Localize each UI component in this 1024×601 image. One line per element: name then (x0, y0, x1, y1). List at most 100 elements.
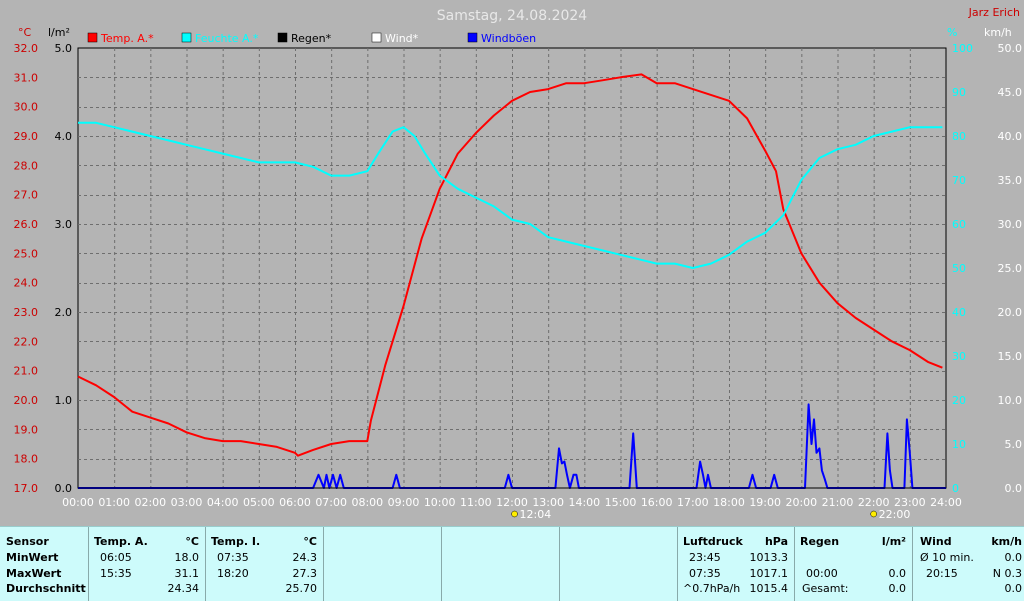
temp-axis-tick-label: 30.0 (14, 101, 39, 114)
humidity-axis-tick-label: 30 (952, 350, 966, 363)
stats-temp-a-min-value: 18.0 (174, 551, 200, 564)
legend-item: Windböen (467, 32, 536, 45)
rain-axis-tick-label: 1.0 (55, 394, 73, 407)
wind-axis-tick-label: 5.0 (1005, 438, 1023, 451)
stats-wind-unit: km/h (991, 535, 1022, 548)
wind-axis-unit: km/h (984, 26, 1012, 39)
legend-label: Wind* (385, 32, 419, 45)
wind-axis-tick-label: 0.0 (1005, 482, 1023, 495)
stats-temp-i-header: Temp. I. (211, 535, 261, 548)
humidity-axis-unit: % (947, 26, 957, 39)
weather-chart: 17.0 18.0 19.0 20.0 21.0 22.0 23.0 24.0 25.0 26.0… (14, 6, 1023, 521)
rain-axis-tick-label: 0.0 (55, 482, 73, 495)
stats-luftdruck-avg-value: 1015.4 (749, 582, 789, 595)
stats-regen-total-value: 0.0 (888, 582, 907, 595)
temp-axis-tick-label: 21.0 (14, 365, 39, 378)
time-axis-tick-label: 03:00 (171, 496, 203, 509)
stats-sensor-header: Sensor (6, 535, 49, 548)
time-axis-tick-label: 10:00 (424, 496, 456, 509)
humidity-axis-tick-label: 60 (952, 218, 966, 231)
legend-swatch (87, 32, 98, 43)
time-axis-tick-label: 07:00 (315, 496, 347, 509)
wind-axis-tick-label: 25.0 (998, 262, 1023, 275)
stats-label-max: MaxWert (6, 567, 62, 580)
time-axis-tick-label: 02:00 (134, 496, 166, 509)
stats-wind-column: Wind km/h Ø 10 min. 0.0 20:15 N 0.3 0.0 (912, 527, 1024, 601)
wind-axis-tick-label: 50.0 (998, 42, 1023, 55)
series-line-feuchtea (78, 121, 943, 269)
time-axis-tick-label: 14:00 (568, 496, 600, 509)
wind-axis-tick-label: 15.0 (998, 350, 1023, 363)
temp-axis-tick-label: 20.0 (14, 394, 39, 407)
stats-temp-a-max-value: 31.1 (174, 567, 200, 580)
stats-luftdruck-min-value: 1013.3 (749, 551, 789, 564)
time-axis-tick-label: 16:00 (641, 496, 673, 509)
stats-regen-header: Regen (800, 535, 840, 548)
wind-axis-tick-label: 30.0 (998, 218, 1023, 231)
temp-axis-unit: °C (18, 26, 32, 39)
stats-wind-header: Wind (920, 535, 952, 548)
time-axis-tick-label: 17:00 (677, 496, 709, 509)
humidity-axis-tick-label: 20 (952, 394, 966, 407)
stats-temp-i-min-value: 24.3 (292, 551, 318, 564)
stats-luftdruck-header: Luftdruck (683, 535, 743, 548)
stats-temp-i-unit: °C (303, 535, 317, 548)
temp-axis-tick-label: 26.0 (14, 218, 39, 231)
time-axis-tick-label: 12:00 (496, 496, 528, 509)
stats-luftdruck-column: Luftdruck hPa 23:45 1013.3 07:35 1017.1 … (677, 527, 795, 601)
temp-axis-tick-label: 25.0 (14, 247, 39, 260)
humidity-axis-tick-label: 40 (952, 306, 966, 319)
legend-swatch (181, 32, 192, 43)
legend-swatch (277, 32, 288, 43)
time-axis-tick-label: 23:00 (894, 496, 926, 509)
sun-event-label: 12:04 (520, 508, 552, 521)
legend-item: Wind* (371, 32, 419, 45)
stats-label-min: MinWert (6, 551, 59, 564)
grid-lines (78, 48, 946, 488)
legend-label: Windböen (481, 32, 536, 45)
stats-luftdruck-trend: ^0.7hPa/h (683, 582, 741, 595)
chart-title: Samstag, 24.08.2024 (437, 8, 588, 24)
stats-temp-i-min-time: 07:35 (217, 551, 249, 564)
stats-sensor-column: Sensor MinWert MaxWert Durchschnitt (0, 527, 89, 601)
stats-temp-i-max-time: 18:20 (217, 567, 249, 580)
temp-axis-tick-label: 17.0 (14, 482, 39, 495)
legend-label: Regen* (291, 32, 332, 45)
rain-axis-tick-label: 3.0 (55, 218, 73, 231)
legend-label: Temp. A.* (100, 32, 154, 45)
wind-axis-tick-label: 35.0 (998, 174, 1023, 187)
stats-temp-a-min-time: 06:05 (100, 551, 132, 564)
series-line-tempa (77, 73, 943, 457)
stats-empty-3 (559, 527, 678, 601)
humidity-axis-tick-label: 50 (952, 262, 966, 275)
time-axis-tick-label: 05:00 (243, 496, 275, 509)
stats-wind-avg10-value: 0.0 (1004, 551, 1023, 564)
sun-icon (870, 510, 877, 518)
humidity-axis-tick-label: 80 (952, 130, 966, 143)
stats-luftdruck-unit: hPa (764, 535, 788, 548)
stats-wind-max-time: 20:15 (926, 567, 958, 580)
sun-event-label: 22:00 (879, 508, 911, 521)
stats-temp-a-column: Temp. A. °C 06:05 18.0 15:35 31.1 24.34 (88, 527, 206, 601)
humidity-axis-tick-label: 100 (952, 42, 973, 55)
rain-axis-tick-label: 2.0 (55, 306, 73, 319)
temp-axis-tick-label: 29.0 (14, 130, 39, 143)
stats-regen-total-label: Gesamt: (802, 582, 849, 595)
sun-icon (511, 510, 518, 518)
time-axis-tick-label: 00:00 (62, 496, 94, 509)
stats-panel: Sensor MinWert MaxWert Durchschnitt Temp… (0, 526, 1024, 601)
stats-temp-a-unit: °C (185, 535, 199, 548)
stats-label-avg: Durchschnitt (6, 582, 86, 595)
stats-luftdruck-max-time: 07:35 (689, 567, 721, 580)
temp-axis-tick-label: 24.0 (14, 277, 39, 290)
humidity-axis-tick-label: 0 (952, 482, 959, 495)
stats-temp-i-column: Temp. I. °C 07:35 24.3 18:20 27.3 25.70 (205, 527, 324, 601)
chart-author: Jarz Erich (968, 6, 1020, 19)
humidity-axis-tick-label: 10 (952, 438, 966, 451)
time-axis-tick-label: 24:00 (930, 496, 962, 509)
stats-luftdruck-max-value: 1017.1 (749, 567, 789, 580)
wind-axis-tick-label: 10.0 (998, 394, 1023, 407)
legend-item: Temp. A.* (87, 32, 154, 45)
temp-axis-tick-label: 22.0 (14, 335, 39, 348)
temp-axis-tick-label: 28.0 (14, 159, 39, 172)
